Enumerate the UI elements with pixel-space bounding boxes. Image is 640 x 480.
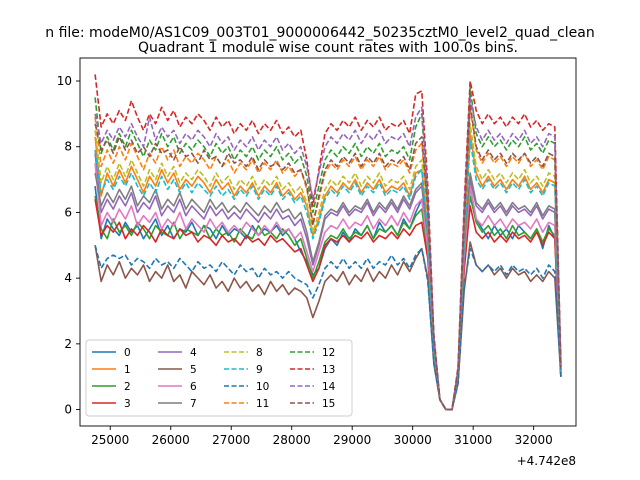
legend-label-4: 4	[190, 347, 197, 359]
legend-label-3: 3	[124, 398, 131, 410]
y-tick-label: 0	[64, 403, 72, 417]
series-line-3	[94, 199, 562, 411]
legend-label-15: 15	[322, 398, 335, 410]
y-tick-label: 2	[64, 337, 72, 351]
y-tick-label: 8	[64, 140, 72, 154]
legend-label-10: 10	[256, 381, 269, 393]
legend-label-6: 6	[190, 381, 197, 393]
x-tick-label: 29000	[333, 433, 371, 447]
series-line-5	[94, 241, 562, 411]
x-tick-label: 25000	[91, 433, 129, 447]
series-line-7	[94, 172, 562, 411]
y-tick-label: 10	[57, 74, 72, 88]
legend-label-2: 2	[124, 381, 131, 393]
x-tick-label: 32000	[515, 433, 553, 447]
x-tick-label: 31000	[454, 433, 492, 447]
legend-label-9: 9	[256, 364, 263, 376]
series-line-12	[94, 86, 562, 411]
legend-label-12: 12	[322, 347, 335, 359]
y-axis: 0 2 4 6 8 10	[57, 74, 80, 417]
legend-label-13: 13	[322, 364, 335, 376]
series-line-4	[94, 153, 562, 411]
x-tick-label: 26000	[152, 433, 190, 447]
series-line-9	[94, 139, 562, 411]
chart-title: Quadrant 1 module wise count rates with …	[138, 40, 518, 56]
legend-label-8: 8	[256, 347, 263, 359]
series-line-13	[94, 74, 562, 411]
axes-frame	[79, 57, 577, 427]
x-offset-label: +4.742e8	[517, 454, 576, 468]
series-line-15	[94, 103, 562, 411]
legend-label-1: 1	[124, 364, 131, 376]
x-axis: 25000 26000 27000 28000 29000 30000 31000 32000	[91, 426, 553, 447]
legend-label-5: 5	[190, 364, 197, 376]
y-tick-label: 4	[64, 271, 72, 285]
legend-label-7: 7	[190, 398, 197, 410]
legend-label-0: 0	[124, 347, 131, 359]
x-tick-label: 28000	[273, 433, 311, 447]
figure-suptitle: n file: modeM0/AS1C09_003T01_9000006442_…	[45, 25, 594, 41]
y-tick-label: 6	[64, 205, 72, 219]
legend-label-11: 11	[256, 398, 269, 410]
x-tick-label: 27000	[212, 433, 250, 447]
series-line-11	[94, 106, 562, 411]
legend-box	[85, 339, 353, 417]
series-line-8	[94, 122, 562, 411]
legend-label-14: 14	[322, 381, 336, 393]
series-line-6	[94, 163, 562, 411]
plot-area	[94, 74, 562, 411]
series-line-1	[94, 132, 562, 411]
x-tick-label: 30000	[394, 433, 432, 447]
series-line-14	[94, 96, 562, 411]
